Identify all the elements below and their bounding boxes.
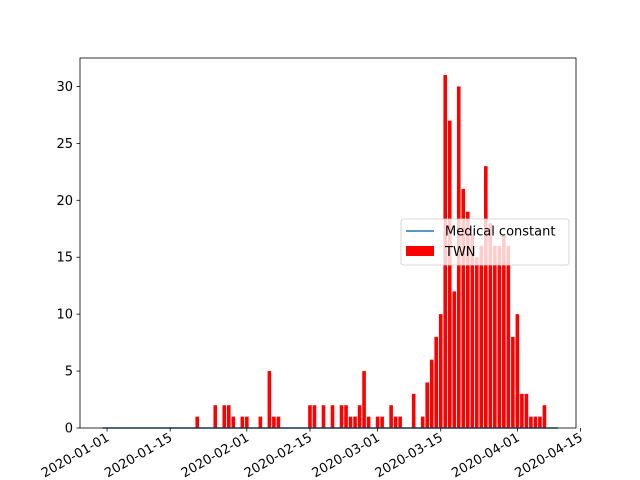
bar-2020-01-28 <box>227 405 231 428</box>
bar-2020-03-24 <box>479 245 484 428</box>
axes-frame <box>79 57 577 429</box>
bar-2020-03-30 <box>506 245 511 428</box>
bar-2020-02-22 <box>339 405 344 428</box>
bar-2020-02-23 <box>344 405 348 428</box>
bar-2020-03-11 <box>420 416 425 428</box>
bar-2020-02-20 <box>330 405 335 428</box>
bar-2020-01-27 <box>222 405 227 428</box>
bar-2020-03-21 <box>465 211 470 428</box>
bar-2020-04-05 <box>533 416 538 428</box>
y-tick-label-5: 5 <box>65 365 73 380</box>
legend: Medical constant TWN <box>400 218 570 266</box>
bar-2020-03-04 <box>389 405 393 428</box>
bar-2020-02-08 <box>276 416 281 428</box>
y-tick-label-20: 20 <box>56 194 73 209</box>
bar-2020-01-31 <box>240 416 245 428</box>
bar-2020-02-28 <box>366 416 371 428</box>
bar-2020-02-26 <box>357 405 362 428</box>
legend-label-medical-constant: Medical constant <box>445 225 555 240</box>
bar-2020-03-02 <box>380 416 384 428</box>
y-tick-label-15: 15 <box>56 251 73 266</box>
bar-2020-03-25 <box>484 166 488 428</box>
bar-2020-03-18 <box>452 291 457 428</box>
bar-2020-04-07 <box>542 405 547 428</box>
bar-2020-03-01 <box>375 416 380 428</box>
y-tick-label-0: 0 <box>65 422 73 437</box>
bar-2020-03-05 <box>393 416 398 428</box>
bar-2020-03-12 <box>425 382 430 428</box>
bar-2020-02-07 <box>272 416 276 428</box>
bar-2020-03-13 <box>429 359 434 428</box>
bar-2020-03-29 <box>502 234 506 428</box>
bar-2020-02-06 <box>267 371 272 428</box>
bar-2020-02-15 <box>308 405 312 428</box>
bar-2020-03-09 <box>411 393 416 428</box>
legend-bar-swatch <box>406 246 434 256</box>
bar-2020-03-28 <box>497 245 502 428</box>
y-tick-label-30: 30 <box>56 80 73 95</box>
bar-2020-04-04 <box>529 416 533 428</box>
bar-2020-01-21 <box>195 416 200 428</box>
bar-2020-04-01 <box>515 314 520 428</box>
bar-2020-03-26 <box>488 223 493 428</box>
bar-2020-03-27 <box>493 245 497 428</box>
bar-2020-04-06 <box>538 416 542 428</box>
bar-2020-02-27 <box>362 371 366 428</box>
bar-2020-02-18 <box>321 405 326 428</box>
bar-2020-04-03 <box>524 393 529 428</box>
bar-2020-03-15 <box>438 314 443 428</box>
bars-layer <box>195 75 547 429</box>
bar-2020-03-31 <box>511 336 515 428</box>
bar-2020-03-17 <box>447 120 452 429</box>
bar-2020-01-29 <box>231 416 236 428</box>
legend-label-twn: TWN <box>444 245 476 260</box>
bar-2020-02-01 <box>245 416 249 428</box>
bar-2020-03-06 <box>398 416 402 428</box>
bar-2020-01-25 <box>213 405 218 428</box>
bar-2020-03-20 <box>461 188 466 428</box>
bar-2020-03-22 <box>470 234 475 428</box>
bar-2020-04-02 <box>520 393 524 428</box>
bar-2020-02-04 <box>258 416 263 428</box>
bar-2020-03-23 <box>475 257 479 428</box>
bar-2020-02-16 <box>312 405 317 428</box>
bar-2020-03-14 <box>434 336 439 428</box>
bar-2020-02-25 <box>353 416 357 428</box>
legend-box <box>400 218 570 266</box>
bar-2020-02-24 <box>348 416 353 428</box>
y-tick-label-10: 10 <box>56 308 73 323</box>
y-tick-label-25: 25 <box>56 137 73 152</box>
